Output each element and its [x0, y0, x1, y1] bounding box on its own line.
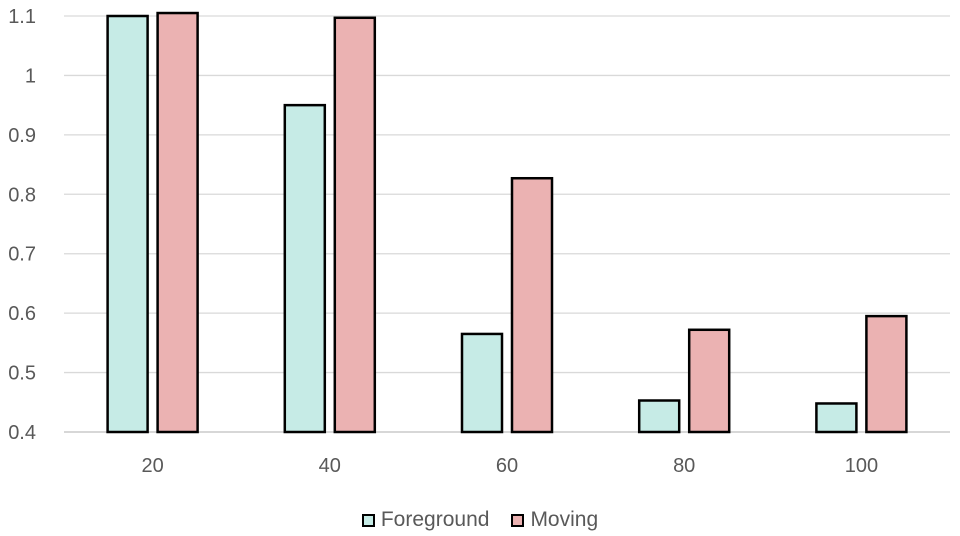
bar-foreground-60 [460, 332, 504, 434]
y-axis-ticks: 0.4 0.5 0.6 0.7 0.8 0.9 1 1.1 [8, 6, 36, 444]
bar-moving-100 [865, 314, 908, 434]
x-tick-label: 20 [141, 455, 163, 477]
y-tick-label: 1 [25, 65, 36, 87]
x-tick-label: 40 [319, 455, 341, 477]
legend-swatch-moving [511, 513, 525, 527]
legend-label-moving: Moving [530, 508, 599, 531]
bar-moving-20 [156, 11, 199, 434]
bar-foreground-20 [106, 14, 149, 434]
y-tick-label: 0.8 [8, 184, 36, 206]
legend-item-foreground: Foreground [361, 508, 490, 532]
bar-chart: 0.4 0.5 0.6 0.7 0.8 0.9 1 1.1 20 40 60 80 100 [8, 6, 950, 477]
legend-swatch-foreground [361, 513, 375, 527]
bar-moving-80 [687, 328, 731, 434]
x-tick-label: 60 [496, 455, 518, 477]
bar-foreground-80 [637, 399, 681, 434]
y-tick-label: 1.1 [8, 6, 36, 28]
bar-foreground-100 [815, 402, 858, 434]
legend-item-moving: Moving [511, 508, 598, 532]
y-tick-label: 0.7 [8, 244, 36, 266]
bar-foreground-40 [283, 103, 327, 434]
gridlines [64, 15, 950, 433]
legend-label-foreground: Foreground [380, 508, 490, 531]
bar-moving-60 [510, 176, 554, 434]
legend: Foreground Moving [0, 506, 960, 534]
y-tick-label: 0.5 [8, 363, 36, 385]
x-tick-label: 100 [845, 455, 878, 477]
bar-moving-40 [333, 16, 377, 434]
y-tick-label: 0.9 [8, 125, 36, 147]
y-tick-label: 0.4 [8, 422, 36, 444]
x-axis-ticks: 20 40 60 80 100 [141, 455, 878, 477]
bars [106, 11, 908, 434]
y-tick-label: 0.6 [8, 303, 36, 325]
x-tick-label: 80 [673, 455, 695, 477]
